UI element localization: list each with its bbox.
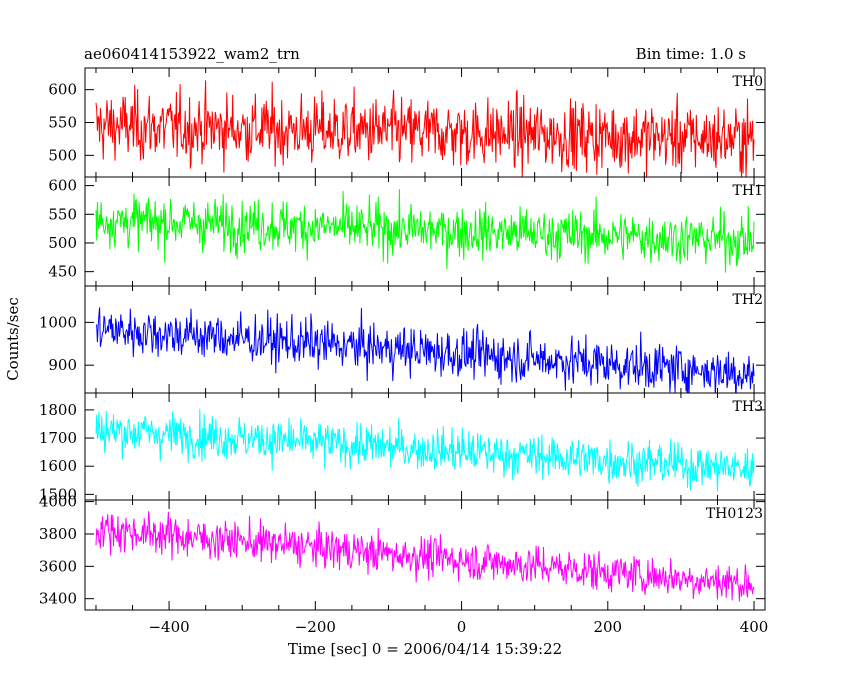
panels: 500 550 600 TH0 450 500 550 600 TH1 900 1000 TH2 150… xyxy=(39,67,769,636)
x-tick-label: 0 xyxy=(457,618,467,636)
y-tick-label: 550 xyxy=(48,205,77,223)
x-tick-label: 200 xyxy=(593,618,622,636)
series-line-th0123 xyxy=(95,511,755,602)
y-tick-label: 500 xyxy=(48,146,77,164)
panel-th0123: 3400 3600 3800 4000 TH0123 xyxy=(39,493,766,611)
panel-th0: 500 550 600 TH0 xyxy=(48,67,766,178)
y-tick-label: 600 xyxy=(48,177,77,195)
x-tick-label: −200 xyxy=(295,618,336,636)
series-line-th3 xyxy=(95,408,755,492)
panel-th1: 450 500 550 600 TH1 xyxy=(48,176,766,287)
x-tick-label: 400 xyxy=(740,618,769,636)
y-tick-label: 4000 xyxy=(39,493,77,511)
panel-name-label: TH0123 xyxy=(706,506,763,522)
y-axis-label: Counts/sec xyxy=(4,297,22,381)
y-tick-label: 900 xyxy=(48,356,77,374)
panel-th3: 1500 1600 1700 1800 TH3 xyxy=(39,392,766,503)
y-tick-label: 1800 xyxy=(39,401,77,419)
y-tick-label: 1700 xyxy=(39,429,77,447)
series-line-th2 xyxy=(95,307,755,393)
y-tick-label: 600 xyxy=(48,81,77,99)
y-tick-label: 550 xyxy=(48,114,77,132)
y-tick-label: 450 xyxy=(48,263,77,281)
chart-title: ae060414153922_wam2_trn xyxy=(84,45,300,63)
panel-name-label: TH2 xyxy=(733,292,763,308)
series-line-th1 xyxy=(95,189,755,273)
panel-name-label: TH3 xyxy=(733,399,763,415)
y-tick-label: 1500 xyxy=(39,485,77,503)
y-tick-label: 3800 xyxy=(39,525,77,543)
y-tick-label: 1600 xyxy=(39,457,77,475)
x-tick-label: −400 xyxy=(148,618,189,636)
y-tick-label: 3600 xyxy=(39,557,77,575)
y-tick-label: 500 xyxy=(48,234,77,252)
y-tick-label: 3400 xyxy=(39,590,77,608)
panel-th2: 900 1000 TH2 xyxy=(39,285,766,394)
panel-name-label: TH0 xyxy=(733,74,763,90)
panel-name-label: TH1 xyxy=(733,183,763,199)
bin-time-label: Bin time: 1.0 s xyxy=(636,45,746,63)
y-tick-label: 1000 xyxy=(39,313,77,331)
x-axis-label: Time [sec] 0 = 2006/04/14 15:39:22 xyxy=(288,640,562,658)
series-line-th0 xyxy=(95,80,755,177)
